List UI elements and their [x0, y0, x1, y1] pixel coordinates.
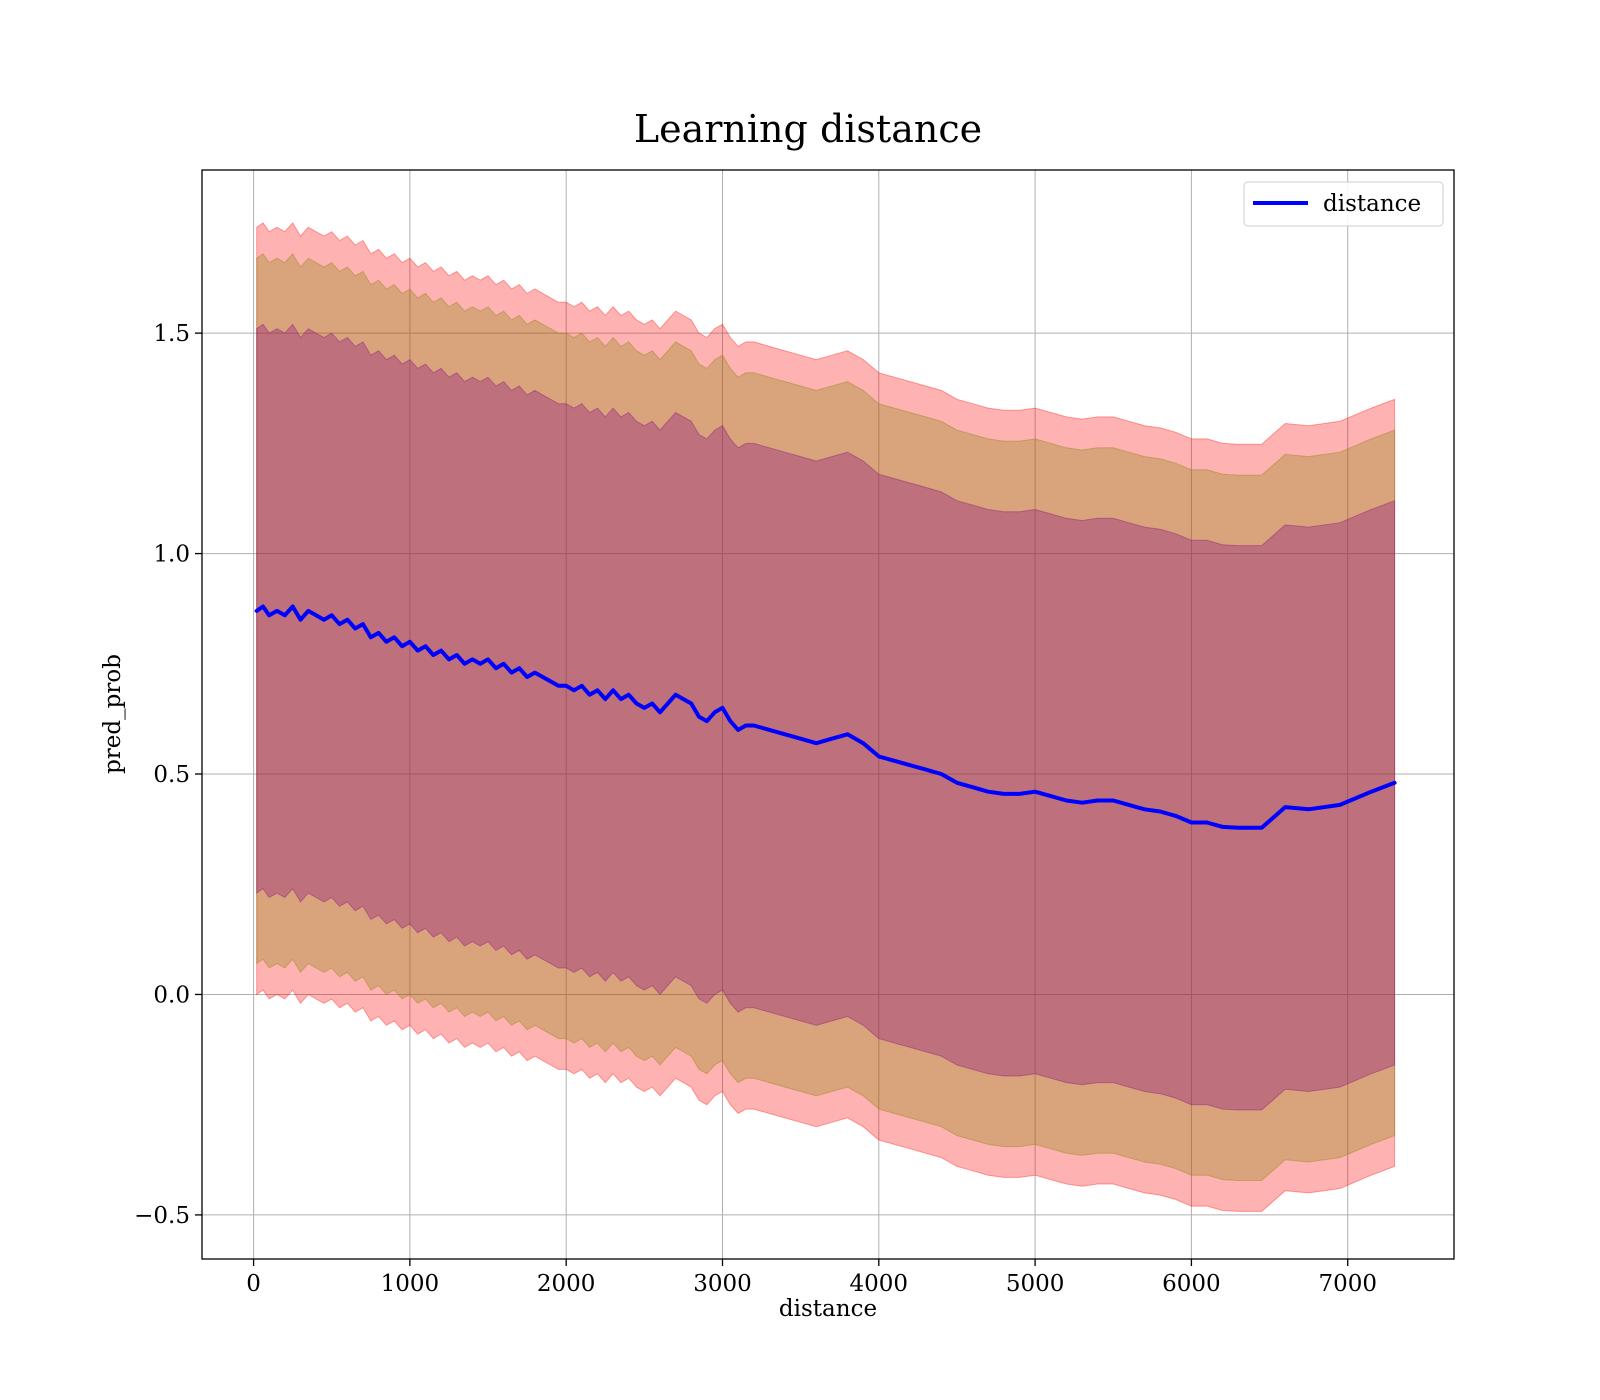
y-tick-label: −0.5 [134, 1203, 190, 1229]
y-axis-label: pred_prob [100, 654, 126, 774]
band-outer [256, 222, 1396, 1212]
x-tick-label: 4000 [850, 1271, 909, 1297]
x-tick-label: 3000 [693, 1271, 752, 1297]
x-axis-ticks: 0 1000 2000 3000 4000 5000 6000 7000 [246, 1259, 1377, 1297]
y-tick-label: 1.0 [153, 542, 190, 568]
y-tick-label: 1.5 [153, 321, 190, 347]
plot-area-frame [201, 169, 1455, 1260]
error-bands [256, 222, 1396, 1212]
grid [202, 170, 1454, 1259]
legend: distance [1243, 181, 1444, 227]
x-tick-label: 0 [246, 1271, 261, 1297]
x-tick-label: 5000 [1006, 1271, 1065, 1297]
y-tick-label: 0.0 [153, 982, 190, 1008]
y-axis-ticks: −0.5 0.0 0.5 1.0 1.5 [134, 321, 202, 1229]
x-tick-label: 7000 [1318, 1271, 1377, 1297]
x-tick-label: 6000 [1162, 1271, 1221, 1297]
legend-box [1243, 181, 1444, 227]
series-lines [254, 604, 1397, 830]
y-tick-label: 0.5 [153, 762, 190, 788]
x-tick-label: 1000 [381, 1271, 440, 1297]
x-tick-label: 2000 [537, 1271, 596, 1297]
band-middle [256, 252, 1396, 1181]
chart-title: Learning distance [634, 107, 982, 151]
x-axis-label: distance [779, 1296, 877, 1322]
band-inner [256, 323, 1396, 1111]
series-line-distance [254, 604, 1397, 830]
legend-label-distance: distance [1323, 191, 1421, 217]
